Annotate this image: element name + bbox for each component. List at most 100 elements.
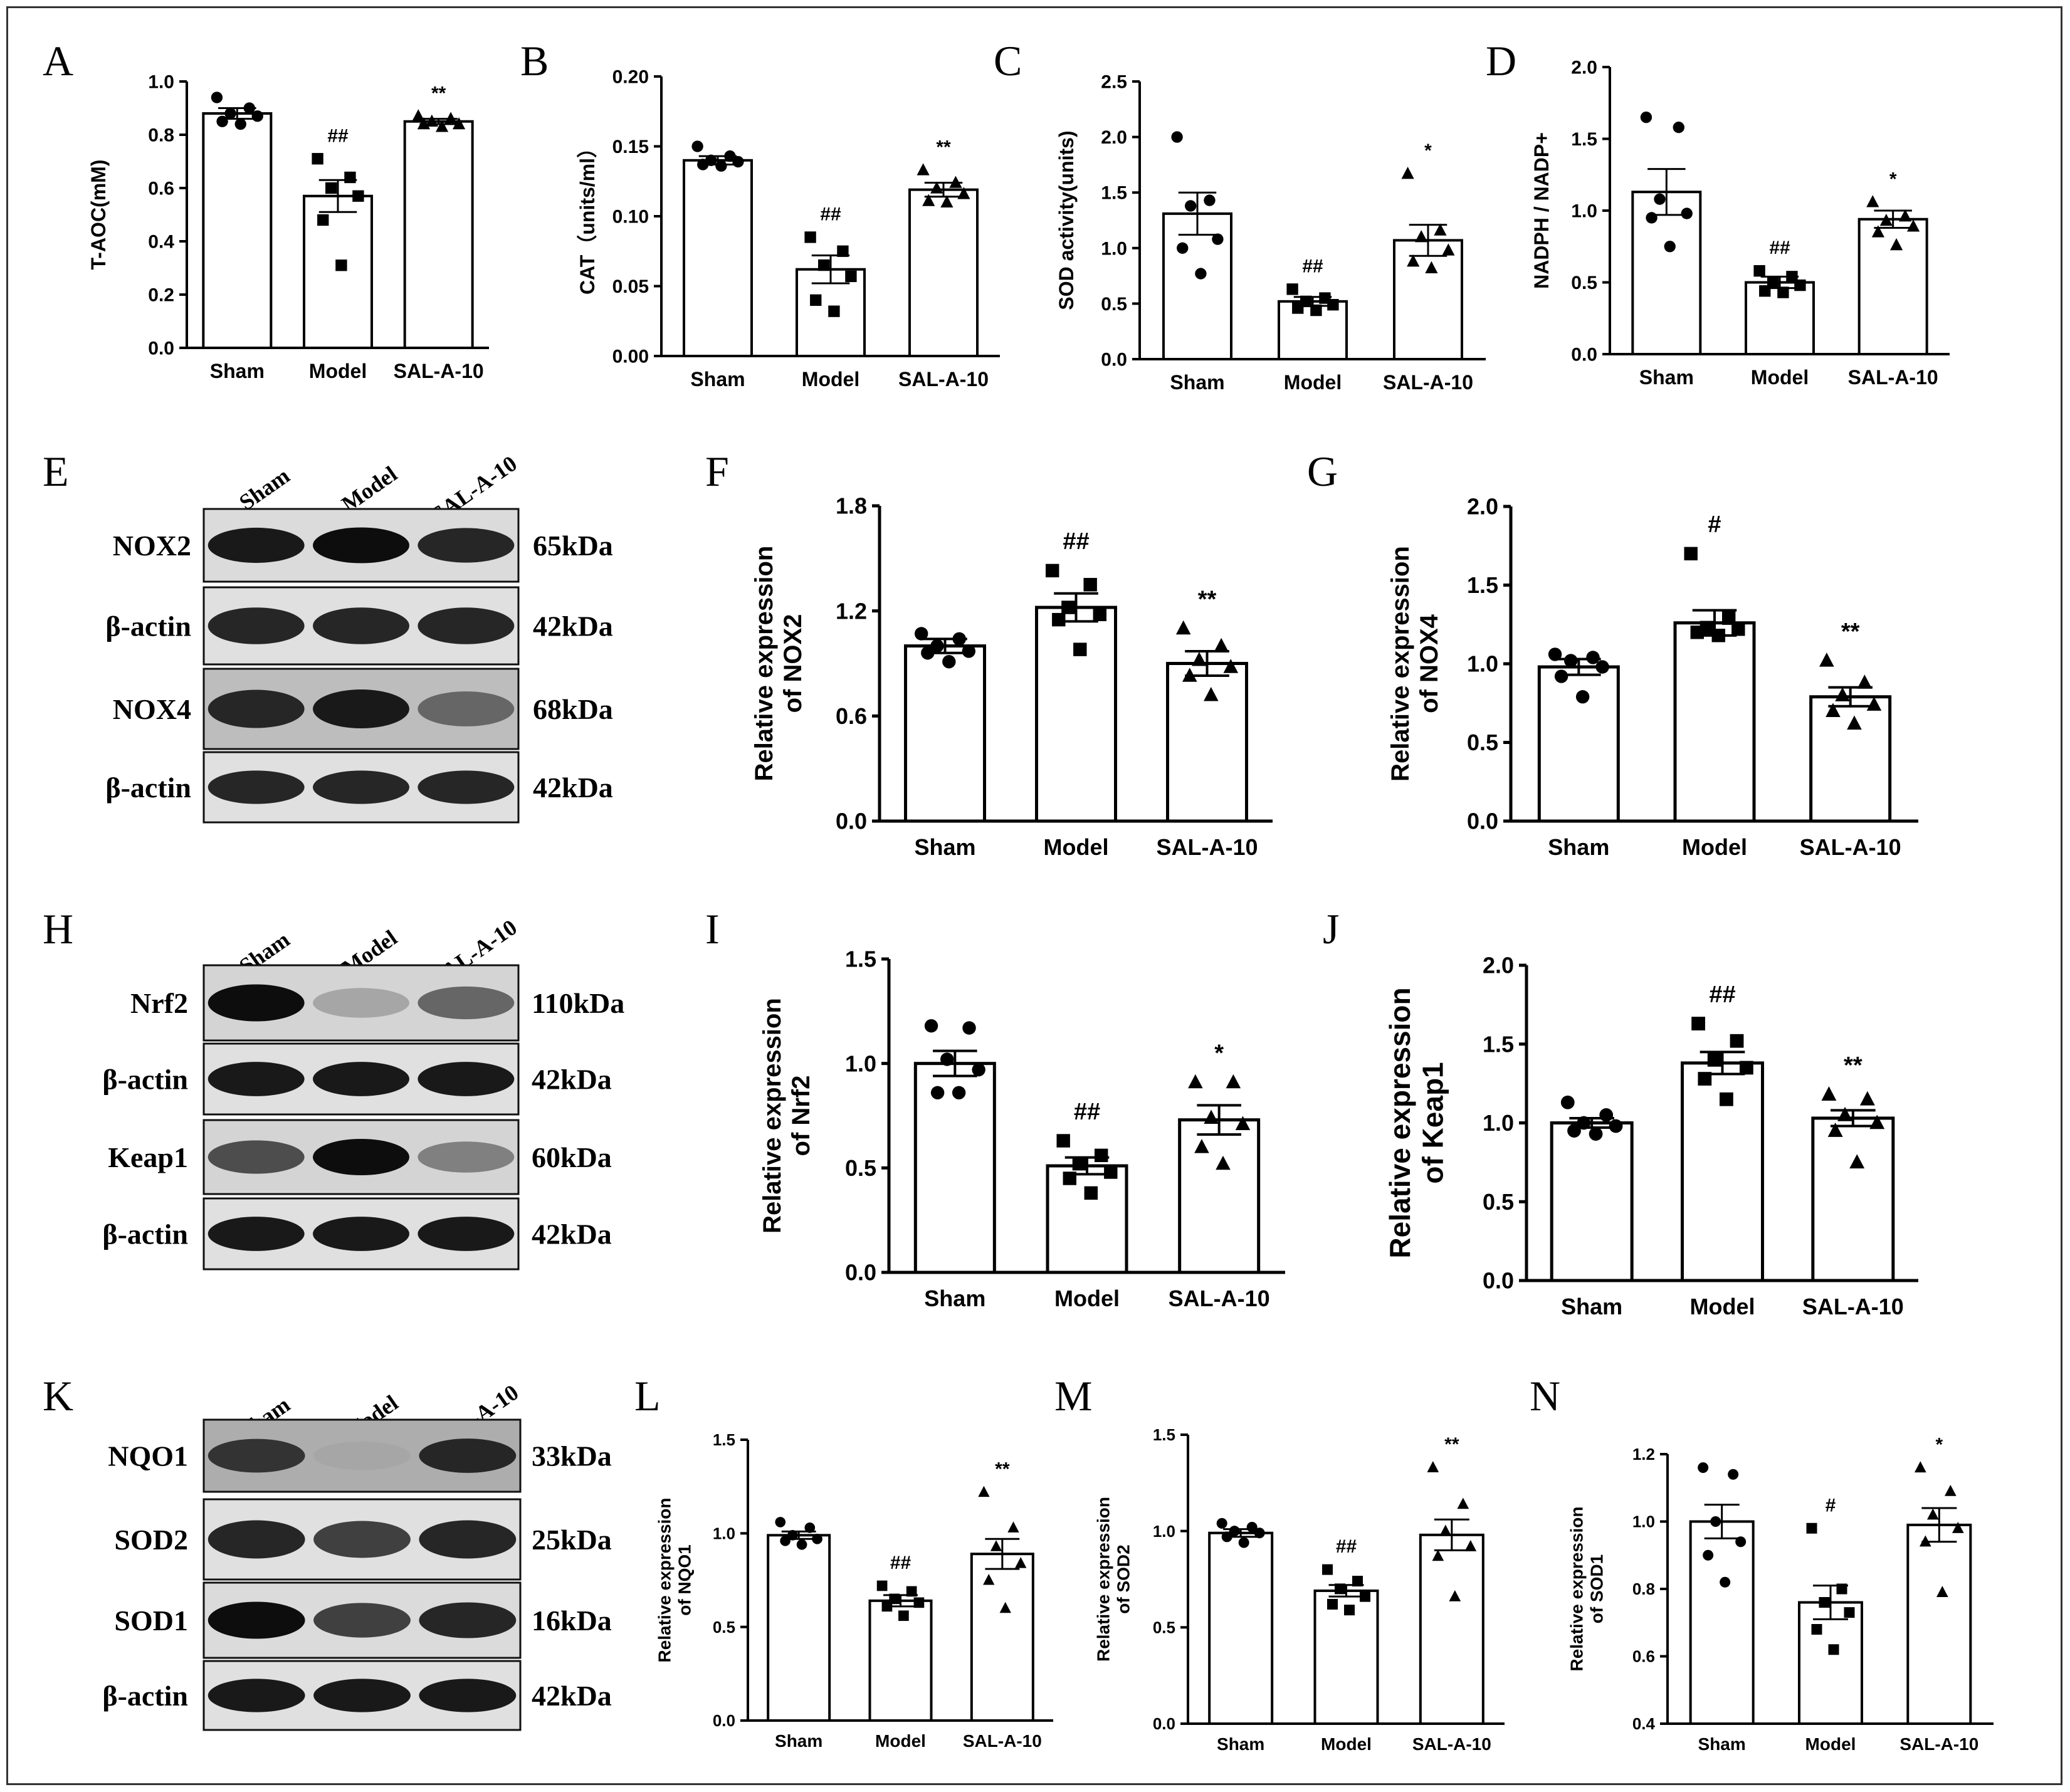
y-tick-label: 0.0 (836, 809, 867, 834)
data-point-triangle (425, 114, 438, 127)
data-point-circle (1735, 1536, 1747, 1548)
blot-band (313, 689, 409, 728)
significance-label: ** (1844, 1052, 1862, 1079)
data-point-circle (930, 1086, 945, 1100)
blot-kda-label: 42kDa (533, 610, 613, 642)
x-tick-label: SAL-A-10 (1156, 834, 1258, 860)
blot-band (418, 607, 515, 644)
blot-band (419, 1679, 517, 1712)
data-point-square (1740, 1061, 1753, 1075)
data-point-square (1104, 1165, 1118, 1179)
data-point-circle (1599, 1108, 1614, 1122)
data-point-circle (962, 644, 976, 658)
bar (1811, 1116, 1895, 1282)
data-point-circle (1720, 1576, 1731, 1588)
significance-label: * (1935, 1435, 1943, 1455)
panel-letter-C: C (994, 37, 1022, 85)
y-tick-label: 0.6 (1632, 1647, 1655, 1666)
data-point-square (1828, 1644, 1839, 1655)
panel-letter-G: G (1307, 448, 1338, 495)
data-point-circle (1246, 1522, 1258, 1533)
bar (1798, 1601, 1863, 1725)
data-point-square (818, 259, 830, 271)
data-point-square (898, 1610, 909, 1622)
blot-kda-label: 42kDa (532, 1218, 612, 1250)
significance-label: * (1889, 169, 1897, 189)
blot-kda-label: 60kDa (532, 1141, 612, 1173)
blot-protein-label: NOX4 (113, 693, 191, 725)
data-point-circle (697, 159, 709, 170)
data-point-triangle (417, 117, 431, 130)
data-point-circle (924, 1019, 938, 1033)
blot-band (419, 1602, 517, 1638)
data-point-circle (1595, 660, 1609, 674)
data-point-circle (1728, 1469, 1739, 1480)
blot-protein-label: SOD2 (114, 1524, 188, 1556)
x-tick-label: Sham (914, 834, 975, 860)
x-tick-label: SAL-A-10 (394, 360, 484, 382)
data-point-circle (1575, 690, 1590, 704)
data-point-circle (1229, 1526, 1240, 1537)
x-tick-label: Model (1044, 834, 1109, 860)
data-point-circle (780, 1535, 791, 1546)
y-tick-label: 0.0 (148, 338, 174, 359)
significance-label: ## (1302, 256, 1323, 276)
y-axis-title-line: of SOD2 (1114, 1544, 1133, 1613)
data-point-square (1094, 1148, 1108, 1163)
significance-label: ** (431, 83, 446, 103)
data-point-square (1352, 1576, 1363, 1587)
data-point-triangle (1849, 1154, 1865, 1169)
data-point-circle (787, 1529, 798, 1541)
bar (403, 120, 474, 349)
data-point-square (1327, 1598, 1338, 1610)
y-tick-label: 0.5 (1467, 730, 1498, 755)
data-point-triangle (1837, 1106, 1853, 1121)
y-tick-label: 1.0 (1467, 651, 1498, 677)
data-point-square (1691, 1017, 1705, 1030)
data-point-circle (962, 1021, 976, 1035)
blot-kda-label: 25kDa (532, 1524, 612, 1556)
data-point-circle (940, 1052, 954, 1066)
blot-kda-label: 33kDa (532, 1440, 612, 1472)
bar (1208, 1531, 1274, 1725)
x-tick-label: Model (1682, 834, 1747, 860)
data-point-triangle (1427, 1461, 1439, 1472)
data-point-circle (812, 1533, 822, 1544)
x-tick-label: Sham (1217, 1734, 1264, 1754)
blot-band (313, 527, 409, 563)
bar (904, 644, 986, 823)
data-point-circle (224, 107, 236, 120)
y-tick-label: 1.0 (1483, 1110, 1514, 1136)
bar (1178, 1118, 1261, 1274)
y-axis-title-line: of NOX2 (779, 614, 807, 713)
panel-letter-B: B (520, 37, 549, 85)
data-point-triangle (957, 187, 970, 199)
bar (1689, 1520, 1755, 1725)
significance-label: ** (1841, 619, 1860, 645)
panel-letter-E: E (43, 448, 69, 495)
data-point-square (845, 270, 857, 283)
blot-kda-label: 16kDa (532, 1605, 612, 1637)
significance-label: ## (327, 125, 349, 146)
data-point-square (1056, 1134, 1070, 1148)
data-point-circle (1185, 200, 1197, 212)
blot-protein-label: β-actin (105, 610, 191, 642)
x-tick-label: SAL-A-10 (898, 368, 989, 390)
blot-band (313, 1138, 409, 1176)
panel-letter-F: F (705, 448, 729, 495)
data-point-square (1753, 265, 1765, 277)
data-point-circle (216, 115, 228, 127)
bar-chart-F: 0.0 0.6 1.2 1.8 Relative expressionof NOX2 Sh… (750, 493, 1273, 860)
data-point-square (1073, 642, 1087, 656)
y-tick-label: 1.5 (1153, 1425, 1175, 1444)
data-point-triangle (949, 176, 962, 188)
y-tick-label: 1.0 (148, 72, 174, 93)
data-point-triangle (1866, 696, 1882, 711)
data-point-square (876, 1580, 888, 1591)
y-tick-label: 1.5 (1571, 129, 1597, 150)
y-tick-label: 0.5 (1571, 273, 1597, 293)
blot-band (313, 607, 409, 644)
data-point-square (1730, 1034, 1744, 1048)
blot-protein-label: β-actin (105, 772, 191, 804)
y-tick-label: 1.0 (1632, 1512, 1655, 1531)
